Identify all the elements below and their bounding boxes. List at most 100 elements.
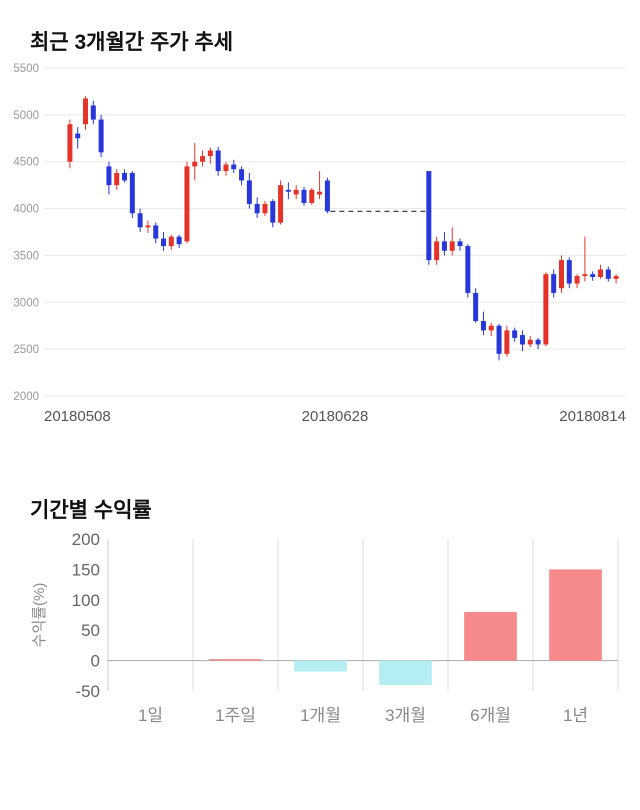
candle-down — [239, 166, 245, 186]
candle-down — [426, 171, 432, 266]
candle-up — [278, 180, 284, 225]
candle-down — [215, 146, 221, 177]
candle-down — [496, 324, 502, 361]
svg-text:4000: 4000 — [13, 204, 39, 216]
svg-text:20180814: 20180814 — [559, 408, 626, 425]
returns-y-axis-title: 수익률(%) — [31, 582, 48, 647]
bar-negative — [294, 660, 347, 672]
svg-text:100: 100 — [72, 590, 100, 609]
candle-up — [114, 169, 120, 191]
svg-text:3개월: 3개월 — [385, 706, 426, 725]
svg-text:20180628: 20180628 — [302, 408, 369, 425]
candle-down — [270, 199, 276, 228]
candle-down — [161, 232, 167, 251]
candle-up — [613, 274, 619, 284]
candle-down — [535, 338, 541, 350]
price-y-axis-labels: 5500 5000 4500 4000 3500 3000 2500 2000 — [13, 63, 39, 403]
candle-down — [231, 160, 237, 174]
svg-text:6개월: 6개월 — [470, 706, 511, 725]
svg-text:2000: 2000 — [13, 391, 39, 403]
returns-grid — [107, 538, 619, 691]
candle-down — [605, 266, 611, 282]
candle-down — [129, 171, 135, 219]
candle-up — [317, 171, 323, 200]
svg-text:0: 0 — [91, 651, 100, 670]
candle-up — [293, 185, 299, 200]
price-grid — [44, 67, 626, 397]
candle-down — [98, 115, 104, 158]
candle-up — [207, 147, 213, 164]
price-x-axis-labels: 20180508 20180628 20180814 — [44, 408, 626, 425]
svg-text:1일: 1일 — [138, 706, 163, 725]
svg-text:150: 150 — [72, 560, 100, 579]
candle-up — [558, 255, 564, 294]
svg-text:50: 50 — [81, 621, 100, 640]
returns-bars — [209, 568, 602, 685]
candle-down — [75, 127, 81, 149]
svg-text:1개월: 1개월 — [300, 706, 341, 725]
candle-down — [512, 327, 518, 342]
candle-up — [262, 201, 268, 217]
candle-up — [168, 235, 174, 251]
candle-down — [465, 244, 471, 298]
returns-y-axis-labels: 200 150 100 50 0 -50 — [72, 530, 100, 701]
candle-up — [488, 323, 494, 337]
candle-down — [246, 173, 252, 209]
svg-text:20180508: 20180508 — [44, 408, 111, 425]
candle-up — [67, 119, 73, 169]
candle-up — [449, 227, 455, 256]
price-chart-title: 최근 3개월간 주가 추세 — [30, 31, 234, 54]
candle-down — [519, 330, 525, 352]
returns-bar-chart: 200 150 100 50 0 -50 1일 1주일 1개월 3개월 6개월 1년 수익률(%) — [31, 530, 619, 725]
candle-down — [106, 161, 112, 195]
candle-down — [153, 222, 159, 244]
candle-down — [285, 182, 291, 200]
bar-negative — [379, 660, 432, 685]
candle-down — [254, 197, 260, 219]
svg-text:1주일: 1주일 — [215, 706, 256, 725]
candle-down — [566, 257, 572, 289]
candle-down — [457, 238, 463, 251]
svg-text:4500: 4500 — [13, 157, 39, 169]
svg-text:5500: 5500 — [13, 63, 39, 75]
svg-text:2500: 2500 — [13, 344, 39, 356]
candle-down — [473, 288, 479, 324]
svg-text:200: 200 — [72, 530, 100, 549]
candle-down — [551, 269, 557, 298]
svg-text:3000: 3000 — [13, 298, 39, 310]
candle-up — [200, 150, 206, 167]
candle-up — [574, 274, 580, 289]
bar-positive — [209, 658, 262, 661]
candle-down — [441, 232, 447, 256]
candle-down — [122, 169, 128, 183]
svg-text:3500: 3500 — [13, 251, 39, 263]
candle-up — [504, 325, 510, 357]
candle-up — [145, 221, 151, 234]
candles — [67, 96, 619, 361]
svg-text:-50: -50 — [75, 682, 100, 701]
candle-up — [309, 188, 315, 206]
svg-text:1년: 1년 — [563, 706, 588, 725]
candle-down — [480, 311, 486, 336]
candle-down — [324, 177, 330, 214]
price-chart: 5500 5000 4500 4000 3500 3000 2500 2000 20180508… — [13, 63, 626, 425]
candle-down — [176, 235, 182, 249]
returns-category-labels: 1일 1주일 1개월 3개월 6개월 1년 — [138, 706, 588, 725]
candle-up — [527, 336, 533, 348]
candle-up — [223, 161, 229, 177]
candle-down — [301, 187, 307, 207]
bar-positive — [549, 568, 602, 661]
svg-text:수익률(%): 수익률(%) — [31, 582, 48, 647]
returns-chart-title: 기간별 수익률 — [30, 499, 152, 523]
candle-down — [590, 271, 596, 281]
candle-up — [83, 96, 89, 131]
candle-up — [543, 272, 549, 347]
candle-down — [137, 208, 143, 233]
candle-up — [582, 236, 588, 282]
bar-positive — [464, 611, 517, 661]
svg-text:5000: 5000 — [13, 110, 39, 122]
candle-up — [184, 161, 190, 244]
candle-up — [192, 143, 198, 181]
candle-up — [597, 265, 603, 280]
candle-down — [90, 101, 96, 125]
